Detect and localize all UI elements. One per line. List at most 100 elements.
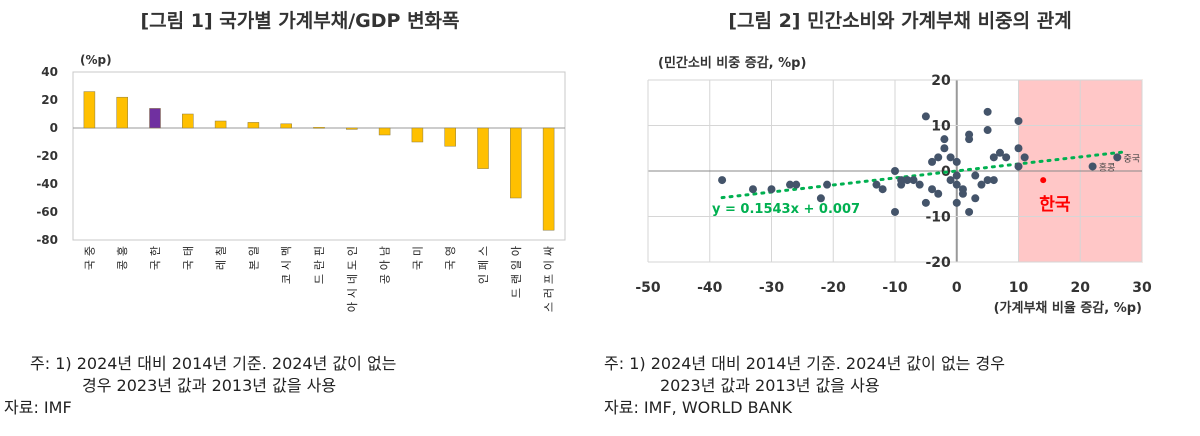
data-point [971, 194, 980, 203]
data-point [952, 180, 961, 189]
svg-text:페: 페 [477, 260, 490, 270]
data-point [891, 207, 899, 216]
data-point [897, 180, 906, 189]
data-point [786, 180, 795, 189]
figure2-note-line1: 주: 1) 2024년 대비 2014년 기준. 2024년 값이 없는 경우 [604, 354, 1005, 373]
svg-text:멕: 멕 [280, 246, 293, 256]
y-tick: -40 [36, 177, 58, 191]
svg-text:인: 인 [477, 274, 490, 284]
svg-text:아: 아 [379, 260, 392, 270]
svg-text:도: 도 [346, 260, 359, 270]
trendline [720, 150, 1125, 200]
bar [346, 127, 358, 130]
data-point [1002, 153, 1011, 162]
data-point [1014, 144, 1023, 153]
bar [313, 127, 325, 129]
svg-text:이: 이 [543, 260, 556, 270]
plot-area [72, 71, 566, 241]
data-point [940, 144, 949, 153]
svg-text:공: 공 [379, 274, 392, 284]
y-unit-label: (%p) [80, 53, 112, 67]
x-tick-label: 멕시코 [280, 246, 293, 284]
trend-equation: y = 0.1543x + 0.007 [712, 202, 860, 217]
x-tick-label: 칠레 [215, 246, 228, 270]
svg-text:인: 인 [346, 246, 359, 256]
data-point [928, 185, 937, 194]
figure1-title: [그림 1] 국가별 가계부채/GDP 변화폭 [140, 10, 460, 32]
bar [280, 123, 292, 129]
figure1-note-line1: 주: 1) 2024년 대비 2014년 기준. 2024년 값이 없는 [30, 354, 397, 373]
x-tick: -20 [821, 280, 847, 296]
svg-text:핀: 핀 [313, 246, 326, 256]
svg-text:국: 국 [83, 260, 96, 270]
svg-text:러: 러 [543, 288, 556, 298]
bar [116, 96, 128, 129]
data-point [989, 176, 998, 185]
data-point [823, 180, 832, 189]
data-point [928, 157, 937, 166]
y-tick: 0 [50, 121, 58, 135]
x-tick-label: 영국 [444, 246, 457, 270]
data-point [767, 185, 776, 194]
svg-text:시: 시 [280, 260, 293, 270]
svg-text:중: 중 [83, 246, 96, 256]
svg-text:프: 프 [543, 274, 556, 284]
data-point [965, 135, 974, 144]
y-tick: 40 [41, 65, 58, 79]
svg-text:한: 한 [149, 246, 162, 256]
svg-text:홍: 홍 [115, 246, 129, 256]
svg-text:칠: 칠 [215, 246, 228, 256]
bar [411, 127, 424, 143]
data-point [983, 126, 992, 135]
svg-text:랜: 랜 [510, 274, 523, 284]
svg-text:남: 남 [379, 246, 392, 256]
data-point [971, 171, 980, 180]
data-point [816, 194, 825, 203]
data-point [934, 189, 943, 198]
hongkong-label: 홍콩 [1099, 161, 1116, 173]
svg-text:아: 아 [510, 246, 523, 256]
y-axis-label: (민간소비 비중 증감, %p) [658, 55, 806, 71]
bar [83, 91, 96, 129]
x-tick-label: 홍콩 [115, 246, 129, 270]
data-point [940, 135, 949, 144]
svg-text:아: 아 [346, 302, 359, 312]
svg-text:콩: 콩 [116, 260, 129, 270]
svg-text:스: 스 [543, 302, 556, 312]
y-tick: -80 [36, 233, 58, 247]
x-tick: 30 [1132, 280, 1152, 296]
data-point [915, 180, 924, 189]
bar [444, 127, 456, 147]
x-tick-label: 핀란드 [313, 246, 326, 284]
svg-text:네: 네 [346, 274, 359, 284]
data-point [921, 112, 930, 121]
svg-text:싸: 싸 [543, 246, 556, 256]
data-point [1113, 153, 1122, 162]
svg-text:코: 코 [280, 274, 293, 284]
x-tick: -40 [697, 280, 723, 296]
svg-text:일: 일 [509, 260, 523, 270]
data-point [1014, 116, 1023, 125]
x-axis-label: (가계부채 비율 증감, %p) [994, 300, 1142, 316]
svg-text:일: 일 [246, 246, 260, 256]
svg-text:본: 본 [247, 260, 260, 270]
data-point [965, 207, 974, 216]
bar [510, 127, 522, 199]
data-point [952, 157, 961, 166]
y-tick: -20 [36, 149, 58, 163]
data-point [1088, 162, 1097, 171]
data-point [989, 153, 998, 162]
svg-text:스: 스 [477, 246, 490, 256]
x-tick-label: 태국 [182, 246, 195, 270]
data-point [958, 189, 967, 198]
data-point [1014, 162, 1023, 171]
data-point [946, 176, 955, 185]
x-tick-label: 중국 [83, 246, 96, 270]
x-tick-label: 스페인 [477, 246, 490, 284]
y-tick: -20 [925, 255, 951, 271]
data-point [952, 171, 961, 180]
svg-text:태: 태 [182, 246, 195, 256]
data-point [792, 180, 801, 189]
data-point [946, 153, 955, 162]
